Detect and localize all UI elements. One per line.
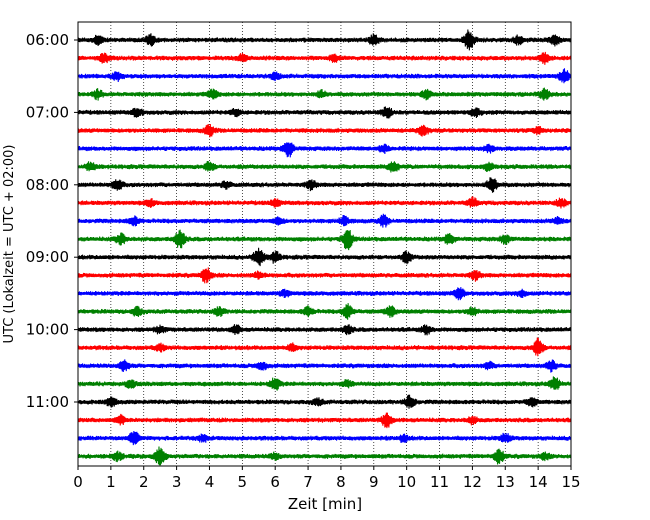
x-tick-label: 1 bbox=[106, 473, 116, 491]
x-axis-ticks: 0 1 2 3 4 5 6 7 8 9 10 11 12 13 14 15 bbox=[73, 466, 581, 491]
y-tick-label: 07:00 bbox=[26, 103, 69, 121]
x-tick-label: 6 bbox=[270, 473, 280, 491]
trace-0915 bbox=[77, 267, 572, 284]
trace-0930 bbox=[77, 287, 572, 301]
x-tick-label: 11 bbox=[430, 473, 449, 491]
trace-0615 bbox=[77, 51, 572, 65]
seismic-traces bbox=[77, 29, 572, 466]
x-tick-label: 8 bbox=[336, 473, 346, 491]
x-tick-label: 5 bbox=[238, 473, 248, 491]
x-axis-label: Zeit [min] bbox=[288, 495, 362, 513]
trace-1145 bbox=[77, 446, 572, 466]
trace-0745 bbox=[77, 160, 572, 173]
y-axis-ticks: 06:00 07:00 08:00 09:00 10:00 11:00 bbox=[26, 31, 78, 411]
y-tick-label: 06:00 bbox=[26, 31, 69, 49]
x-tick-label: 14 bbox=[529, 473, 548, 491]
trace-0800 bbox=[77, 177, 572, 193]
trace-0630 bbox=[77, 68, 572, 84]
trace-0845 bbox=[77, 229, 572, 251]
trace-1000 bbox=[77, 324, 572, 336]
x-tick-label: 13 bbox=[496, 473, 515, 491]
trace-1015 bbox=[77, 337, 572, 357]
trace-0815 bbox=[77, 196, 572, 209]
x-tick-label: 12 bbox=[463, 473, 482, 491]
trace-0945 bbox=[77, 303, 572, 320]
trace-1100 bbox=[77, 394, 572, 409]
y-axis-label: UTC (Lokalzeit = UTC + 02:00) bbox=[2, 145, 17, 344]
y-tick-label: 08:00 bbox=[26, 176, 69, 194]
trace-0900 bbox=[77, 247, 572, 267]
trace-1045 bbox=[77, 376, 572, 391]
plot-frame bbox=[77, 21, 572, 467]
x-tick-label: 3 bbox=[172, 473, 182, 491]
trace-0730 bbox=[77, 142, 572, 158]
trace-0700 bbox=[77, 106, 572, 119]
x-tick-label: 10 bbox=[397, 473, 416, 491]
y-tick-label: 10:00 bbox=[26, 321, 69, 339]
grid-lines bbox=[110, 22, 539, 466]
trace-1030 bbox=[77, 359, 572, 373]
trace-1130 bbox=[77, 430, 572, 446]
trace-1115 bbox=[77, 412, 572, 429]
x-tick-label: 15 bbox=[561, 473, 580, 491]
trace-0645 bbox=[77, 87, 572, 101]
x-tick-label: 2 bbox=[139, 473, 149, 491]
x-tick-label: 7 bbox=[303, 473, 313, 491]
x-tick-label: 0 bbox=[73, 473, 83, 491]
y-tick-label: 11:00 bbox=[26, 393, 69, 411]
y-tick-label: 09:00 bbox=[26, 248, 69, 266]
x-tick-label: 9 bbox=[369, 473, 379, 491]
trace-0600 bbox=[77, 29, 572, 51]
x-tick-label: 4 bbox=[205, 473, 215, 491]
trace-0830 bbox=[77, 213, 572, 228]
trace-0715 bbox=[77, 123, 572, 138]
